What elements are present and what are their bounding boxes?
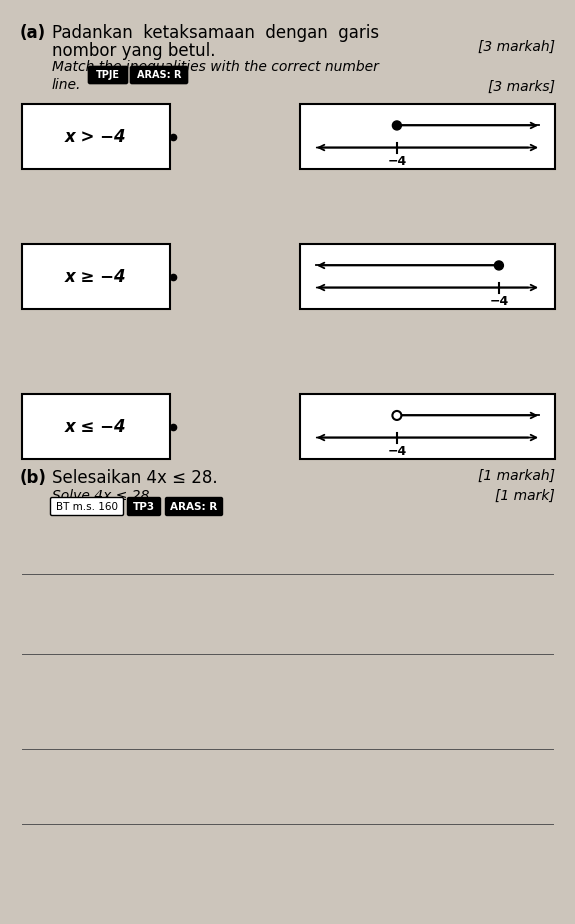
Text: −4: −4 [388, 154, 407, 167]
Text: x > −4: x > −4 [65, 128, 127, 145]
Bar [22, 244, 170, 309]
FancyBboxPatch shape [166, 497, 223, 516]
Text: −4: −4 [489, 295, 508, 308]
FancyBboxPatch shape [128, 497, 160, 516]
Text: Match the inequalities with the correct number: Match the inequalities with the correct … [52, 60, 379, 74]
Text: BT m.s. 160: BT m.s. 160 [56, 502, 118, 512]
Text: [1 markah]: [1 markah] [478, 469, 555, 483]
Text: Selesaikan 4x ≤ 28.: Selesaikan 4x ≤ 28. [52, 469, 217, 487]
Bar [300, 244, 555, 309]
Bar [22, 394, 170, 459]
Bar [22, 104, 170, 169]
Bar [300, 104, 555, 169]
Text: TPJE: TPJE [96, 70, 120, 80]
Text: Solve 4x ≤ 28.: Solve 4x ≤ 28. [52, 489, 154, 503]
Text: (a): (a) [20, 24, 46, 42]
Text: TP3: TP3 [133, 502, 155, 512]
FancyBboxPatch shape [131, 67, 187, 83]
Text: Padankan  ketaksamaan  dengan  garis: Padankan ketaksamaan dengan garis [52, 24, 379, 42]
Text: nombor yang betul.: nombor yang betul. [52, 42, 216, 60]
Text: x ≥ −4: x ≥ −4 [65, 268, 127, 286]
Text: [3 markah]: [3 markah] [478, 40, 555, 54]
Circle shape [494, 261, 503, 270]
Circle shape [392, 121, 401, 130]
Text: line.: line. [52, 78, 82, 92]
Circle shape [392, 411, 401, 419]
FancyBboxPatch shape [89, 67, 128, 83]
Text: ARAS: R: ARAS: R [137, 70, 181, 80]
Text: ARAS: R: ARAS: R [170, 502, 217, 512]
Text: x ≤ −4: x ≤ −4 [65, 418, 127, 435]
Text: [1 mark]: [1 mark] [495, 489, 555, 503]
Bar [300, 394, 555, 459]
FancyBboxPatch shape [51, 497, 124, 516]
Text: (b): (b) [20, 469, 47, 487]
Text: [3 marks]: [3 marks] [488, 80, 555, 94]
Text: −4: −4 [388, 444, 407, 457]
